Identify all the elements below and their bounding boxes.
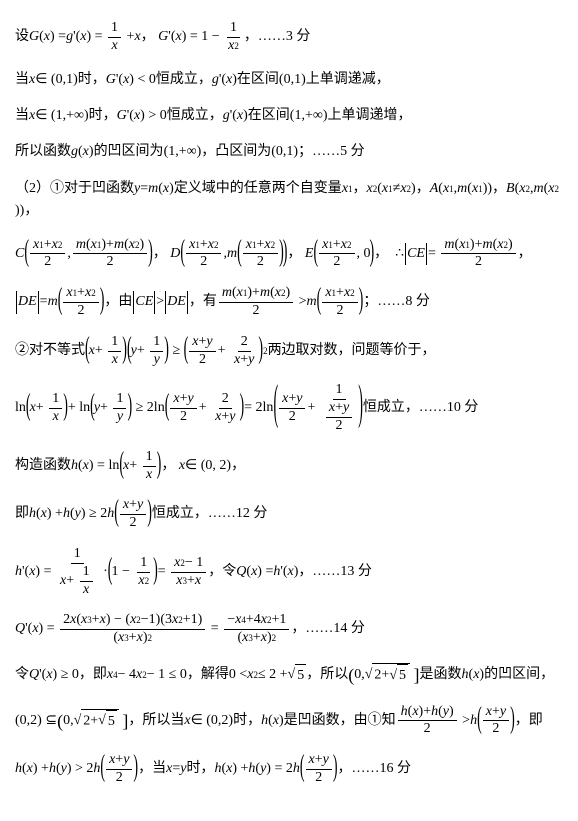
text: 当: [15, 105, 29, 127]
line-11: 即 h(x) + h(y) ≥ 2h( x+y2 ) 恒成立，……12 分: [15, 497, 563, 532]
text: ，……3 分: [244, 26, 311, 48]
line-14: 令 Q'(x) ≥ 0 ，即 x4 − 4x2 − 1 ≤ 0 ，解得 0 < …: [15, 661, 563, 690]
text: 即: [15, 503, 29, 525]
line-16: h(x) + h(y) > 2h( x+y2 ) ，当 x = y 时， h(x…: [15, 752, 563, 787]
text: 两边取对数，问题等价于，: [268, 340, 436, 362]
text: 设: [15, 26, 29, 48]
text: 的凹区间，: [484, 664, 554, 686]
text: ，: [231, 455, 245, 477]
line-3: 当 x ∈ (1,+∞) 时， G'(x) > 0 恒成立， g'(x) 在区间…: [15, 105, 563, 127]
text: ，即: [515, 710, 543, 732]
line-5: （2）①对于凹函数 y = m(x) 定义域中的任意两个自变量 x1 ， x2 …: [15, 178, 563, 223]
line-7: DE = m( x1+x22 ) ，由 CE > DE ，有 m(x1)+m(x…: [15, 285, 563, 320]
text: ，有: [189, 291, 217, 313]
line-10: 构造函数 h(x) = ln(x + 1x) ， x ∈ (0, 2) ，: [15, 449, 563, 484]
text: ；……8 分: [363, 291, 430, 313]
text: ，当: [138, 758, 166, 780]
line-1: 设 G(x) = g'(x) = 1x + x ， G'(x) = 1 − 1x…: [15, 20, 563, 55]
text: 所以函数: [15, 141, 71, 163]
text: 时，: [89, 105, 117, 127]
text: ，: [24, 200, 38, 222]
text: ，即: [79, 664, 107, 686]
text: ，解得: [187, 664, 229, 686]
text: ，所以: [306, 664, 348, 686]
text: ②对不等式: [15, 340, 85, 362]
text: ，: [492, 178, 506, 200]
line-6: C( x1+x22, m(x1)+m(x2)2 ) ， D( x1+x22, m…: [15, 237, 563, 272]
text: ，令: [208, 561, 236, 583]
text: 在区间: [237, 69, 279, 91]
line-13: Q'(x) = 2x(x3+x) − (x2−1)(3x2+1) (x3+x)2…: [15, 612, 563, 647]
text: 时，: [186, 758, 214, 780]
text: 构造函数: [15, 455, 71, 477]
text: ；……5 分: [298, 141, 365, 163]
text: ，: [161, 455, 175, 477]
text: 当: [15, 69, 29, 91]
line-2: 当 x ∈ (0,1) 时， G'(x) < 0 恒成立， g'(x) 在区间 …: [15, 69, 563, 91]
text: ，: [153, 243, 167, 265]
text: 上单调递减，: [306, 69, 390, 91]
text: ，: [374, 243, 388, 265]
text: 的凹区间为: [94, 141, 164, 163]
text: ，凸区间为: [201, 141, 271, 163]
line-4: 所以函数 g(x) 的凹区间为 (1,+∞) ，凸区间为 (0,1) ；……5 …: [15, 141, 563, 163]
text: 时，: [78, 69, 106, 91]
text: 定义域中的任意两个自变量: [174, 178, 342, 200]
line-15: (0,2) ⊆ (0, √2+√5 ] ，所以当 x ∈ (0,2) 时， h(…: [15, 704, 563, 739]
line-8: ②对不等式 (x + 1x) (y + 1y) ≥ ( x+y2 + 2x+y …: [15, 334, 563, 369]
text: 恒成立，: [167, 105, 223, 127]
text: ，: [141, 26, 155, 48]
text: ，: [518, 243, 532, 265]
line-12: h'(x) = 1x + 1x ·(1 − 1x2) = x2 − 1x3 + …: [15, 546, 563, 598]
text: ，: [353, 178, 367, 200]
text: 在区间: [248, 105, 290, 127]
text: 是函数: [420, 664, 462, 686]
text: 上单调递增，: [328, 105, 412, 127]
text: 时，: [233, 710, 261, 732]
text: 令: [15, 664, 29, 686]
text: 恒成立，……12 分: [152, 503, 268, 525]
text: 恒成立，: [156, 69, 212, 91]
text: （2）①对于凹函数: [15, 178, 134, 200]
text: ，……13 分: [298, 561, 372, 583]
text: ，所以当: [128, 710, 184, 732]
text: ，: [287, 243, 301, 265]
text: ，……14 分: [291, 618, 365, 640]
text: ，: [416, 178, 430, 200]
text: ，……16 分: [338, 758, 412, 780]
line-9: ln(x + 1x) + ln(y + 1y) ≥ 2ln( x+y2 + 2x…: [15, 382, 563, 434]
text: 恒成立，……10 分: [363, 397, 479, 419]
text: 是凹函数，由①知: [284, 710, 396, 732]
text: ，由: [104, 291, 132, 313]
